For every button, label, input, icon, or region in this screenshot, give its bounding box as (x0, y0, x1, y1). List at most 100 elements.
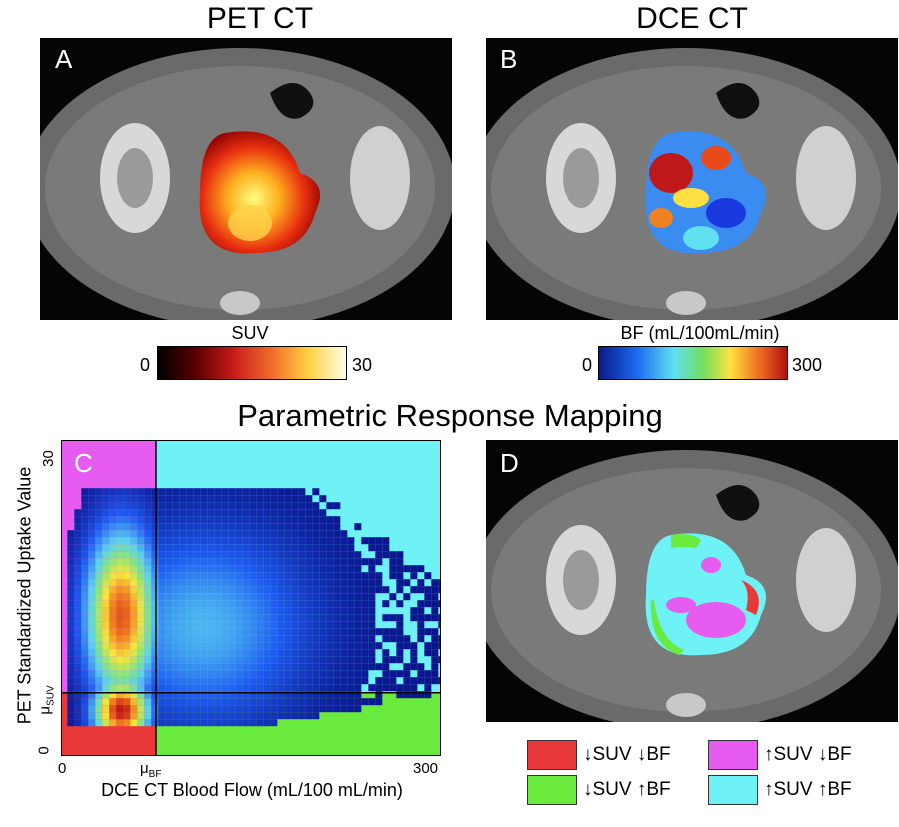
heatmap-cell (340, 621, 347, 628)
heatmap-cell (256, 719, 263, 726)
heatmap-cell (263, 572, 270, 579)
heatmap-cell (249, 502, 256, 509)
heatmap-cell (193, 502, 200, 509)
heatmap-cell (172, 677, 179, 684)
heatmap-cell (249, 649, 256, 656)
heatmap-cell (207, 551, 214, 558)
heatmap-cell (88, 516, 95, 523)
heatmap-cell (403, 684, 410, 691)
heatmap-cell (396, 579, 403, 586)
heatmap-cell (200, 719, 207, 726)
heatmap-cell (312, 537, 319, 544)
heatmap-cell (361, 593, 368, 600)
heatmap-cell (144, 607, 151, 614)
heatmap-cell (305, 593, 312, 600)
heatmap-cell (424, 628, 431, 635)
heatmap-cell (186, 614, 193, 621)
heatmap-cell (200, 530, 207, 537)
heatmap-cell (319, 579, 326, 586)
heatmap-cell (305, 607, 312, 614)
heatmap-cell (102, 607, 109, 614)
heatmap-cell (242, 572, 249, 579)
heatmap-cell (102, 495, 109, 502)
heatmap-cell (270, 516, 277, 523)
panel-c-ytick-mu: μSUV (37, 685, 57, 714)
heatmap-cell (333, 586, 340, 593)
heatmap-cell (396, 628, 403, 635)
heatmap-cell (249, 670, 256, 677)
heatmap-cell (81, 516, 88, 523)
heatmap-cell (172, 530, 179, 537)
heatmap-cell (123, 635, 130, 642)
heatmap-cell (284, 635, 291, 642)
heatmap-cell (389, 558, 396, 565)
heatmap-cell (256, 684, 263, 691)
heatmap-cell (228, 656, 235, 663)
heatmap-cell (333, 523, 340, 530)
heatmap-cell (403, 670, 410, 677)
heatmap-cell (130, 495, 137, 502)
heatmap-cell (172, 642, 179, 649)
heatmap-cell (235, 523, 242, 530)
heatmap-cell (319, 663, 326, 670)
heatmap-cell (298, 712, 305, 719)
heatmap-cell (95, 600, 102, 607)
heatmap-cell (102, 593, 109, 600)
heatmap-cell (291, 495, 298, 502)
heatmap-cell (95, 544, 102, 551)
heatmap-cell (88, 614, 95, 621)
heatmap-cell (102, 621, 109, 628)
heatmap-cell (200, 544, 207, 551)
panel-b-colorbar-min: 0 (582, 355, 592, 376)
heatmap-cell (74, 579, 81, 586)
heatmap-cell (74, 670, 81, 677)
heatmap-cell (172, 649, 179, 656)
heatmap-cell (158, 544, 165, 551)
heatmap-cell (235, 670, 242, 677)
heatmap-cell (221, 719, 228, 726)
heatmap-cell (284, 544, 291, 551)
heatmap-cell (361, 628, 368, 635)
heatmap-cell (179, 558, 186, 565)
heatmap-cell (144, 572, 151, 579)
heatmap-cell (305, 523, 312, 530)
heatmap-cell (165, 502, 172, 509)
heatmap-cell (193, 544, 200, 551)
panel-a-colorbar-min: 0 (140, 355, 150, 376)
heatmap-cell (214, 593, 221, 600)
heatmap-cell (228, 712, 235, 719)
heatmap-cell (235, 677, 242, 684)
heatmap-cell (109, 719, 116, 726)
heatmap-cell (242, 600, 249, 607)
heatmap-cell (95, 572, 102, 579)
panel-a-colorbar (157, 346, 347, 380)
heatmap-cell (214, 628, 221, 635)
heatmap-cell (130, 670, 137, 677)
heatmap-cell (284, 684, 291, 691)
heatmap-cell (130, 614, 137, 621)
heatmap-cell (305, 579, 312, 586)
heatmap-cell (95, 516, 102, 523)
heatmap-cell (270, 649, 277, 656)
heatmap-cell (312, 698, 319, 705)
heatmap-cell (123, 656, 130, 663)
heatmap-cell (193, 551, 200, 558)
heatmap-cell (116, 698, 123, 705)
heatmap-cell (81, 537, 88, 544)
heatmap-cell (305, 642, 312, 649)
panel-b-colorbar-max: 300 (792, 355, 822, 376)
heatmap-cell (291, 572, 298, 579)
heatmap-cell (137, 586, 144, 593)
heatmap-cell (179, 551, 186, 558)
heatmap-cell (284, 502, 291, 509)
heatmap-cell (165, 600, 172, 607)
heatmap-cell (200, 607, 207, 614)
heatmap-cell (207, 663, 214, 670)
heatmap-cell (144, 579, 151, 586)
heatmap-cell (200, 663, 207, 670)
heatmap-cell (95, 719, 102, 726)
heatmap-cell (67, 551, 74, 558)
heatmap-cell (179, 670, 186, 677)
heatmap-cell (235, 684, 242, 691)
heatmap-cell (151, 712, 158, 719)
